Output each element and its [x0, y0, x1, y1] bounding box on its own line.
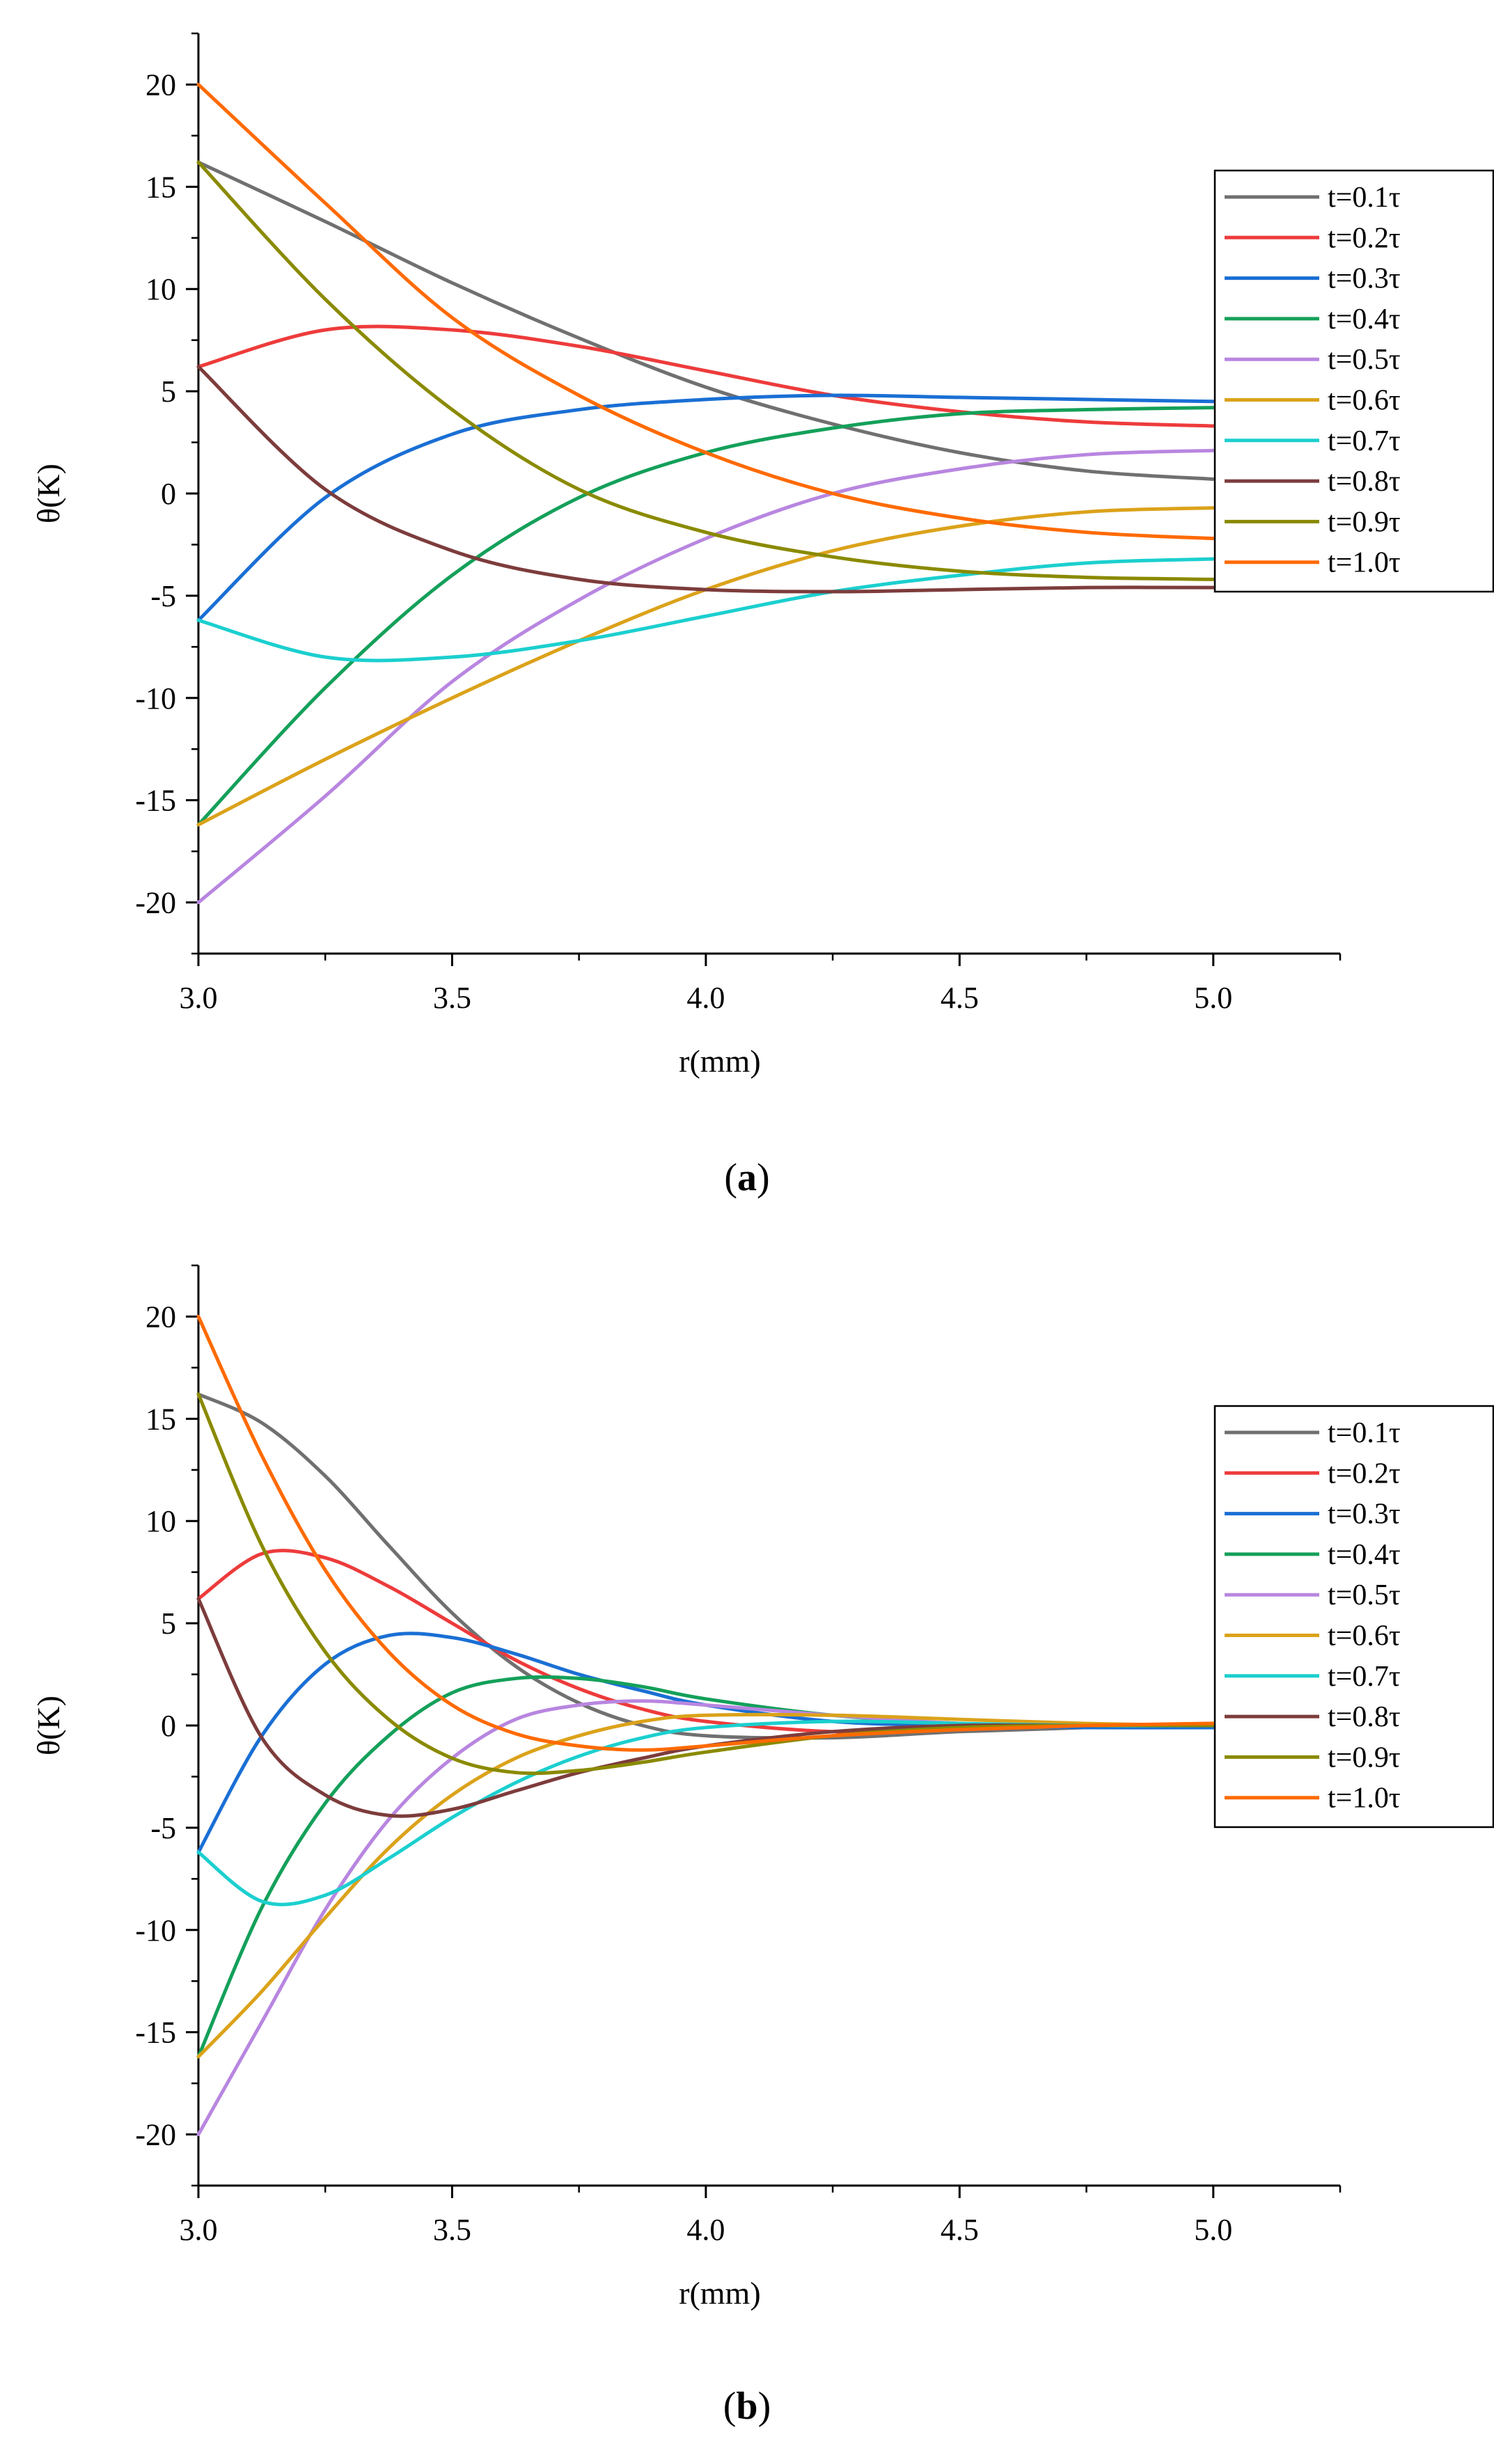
x-tick-label: 3.0 — [180, 2213, 218, 2247]
legend-label-7: t=0.7τ — [1328, 1661, 1401, 1693]
series-line-3 — [196, 393, 1216, 622]
series-line-1 — [196, 1392, 1216, 1740]
series-line-8 — [196, 365, 1216, 594]
series-line-7 — [196, 1719, 1216, 1906]
x-tick-label: 4.5 — [941, 981, 979, 1015]
panel-caption-a: (a) — [724, 1156, 770, 1199]
panel-label-a: a — [737, 1156, 757, 1199]
series-line-7 — [196, 557, 1216, 663]
panel-caption-b: (b) — [723, 2385, 771, 2428]
series-line-5 — [196, 448, 1216, 905]
series-line-8 — [196, 1597, 1216, 1818]
y-tick-label: -10 — [135, 681, 176, 716]
y-tick-label: 10 — [146, 1504, 176, 1538]
series-line-10 — [196, 82, 1216, 541]
legend-label-6: t=0.6τ — [1328, 385, 1401, 417]
y-tick-label: -5 — [150, 1811, 176, 1845]
legend-label-8: t=0.8τ — [1328, 466, 1401, 498]
line-chart-b: 20 15 10 5 0 -5 -10 -15 -20 3.0 3.5 4.0 4.5 5.0 r(mm) θ… — [31, 1264, 1494, 2311]
series-line-10 — [196, 1314, 1216, 1752]
x-axis-title: r(mm) — [679, 1043, 761, 1079]
legend-label-2: t=0.2τ — [1328, 222, 1401, 254]
legend-label-9: t=0.9τ — [1328, 506, 1401, 538]
chart-panel-b: 20 15 10 5 0 -5 -10 -15 -20 3.0 3.5 4.0 4.5 5.0 r(mm) θ… — [0, 1232, 1494, 2464]
legend-label-1: t=0.1τ — [1328, 1417, 1401, 1449]
legend-label-5: t=0.5τ — [1328, 344, 1401, 376]
legend-label-10: t=1.0τ — [1328, 547, 1401, 579]
y-tick-label: 15 — [146, 1402, 176, 1436]
legend-label-3: t=0.3τ — [1328, 263, 1401, 295]
series-line-5 — [196, 1699, 1216, 2137]
y-tick-label: -20 — [135, 2118, 176, 2152]
legend-label-3: t=0.3τ — [1328, 1499, 1401, 1531]
x-tick-label: 3.5 — [433, 981, 471, 1015]
legend-label-7: t=0.7τ — [1328, 425, 1401, 457]
line-chart-a: 20 15 10 5 0 -5 -10 -15 -20 3.0 3.5 4.0 4.5 5.0 r(mm) θ… — [31, 32, 1494, 1079]
series-line-6 — [196, 506, 1216, 827]
x-tick-label: 3.5 — [433, 2213, 471, 2247]
legend-label-10: t=1.0τ — [1328, 1783, 1401, 1815]
legend-label-1: t=0.1τ — [1328, 182, 1401, 214]
series-line-9 — [196, 1392, 1216, 1776]
series-line-9 — [196, 160, 1216, 581]
y-tick-label: 5 — [161, 374, 176, 409]
legend-label-5: t=0.5τ — [1328, 1579, 1401, 1611]
y-tick-label: -15 — [135, 2016, 176, 2050]
y-tick-label: 5 — [161, 1606, 176, 1641]
x-tick-label: 4.0 — [686, 2213, 725, 2247]
chart-panel-a: 20 15 10 5 0 -5 -10 -15 -20 3.0 3.5 4.0 4.5 5.0 r(mm) θ… — [31, 32, 1494, 1199]
panel-label-b: b — [736, 2385, 758, 2428]
series-line-6 — [196, 1712, 1216, 2059]
series-line-4 — [196, 406, 1216, 827]
legend-label-2: t=0.2τ — [1328, 1458, 1401, 1490]
y-tick-label: -5 — [150, 579, 176, 613]
legend-label-9: t=0.9τ — [1328, 1742, 1401, 1774]
legend-label-4: t=0.4τ — [1328, 303, 1401, 335]
series-line-2 — [196, 324, 1216, 428]
y-tick-label: 10 — [146, 272, 176, 306]
x-tick-label: 3.0 — [180, 981, 218, 1015]
x-tick-label: 5.0 — [1194, 981, 1232, 1015]
x-tick-label: 4.0 — [686, 981, 725, 1015]
y-tick-label: 0 — [161, 1709, 176, 1743]
y-axis-title: θ(K) — [31, 1696, 66, 1755]
y-tick-label: -10 — [135, 1913, 176, 1948]
series-line-3 — [196, 1632, 1216, 1854]
legend-label-6: t=0.6τ — [1328, 1620, 1401, 1652]
y-tick-label: 20 — [146, 68, 176, 102]
y-tick-label: -20 — [135, 886, 176, 920]
y-axis-title: θ(K) — [31, 464, 66, 523]
y-tick-label: 20 — [146, 1300, 176, 1334]
y-tick-label: 15 — [146, 170, 176, 204]
x-tick-label: 4.5 — [941, 2213, 979, 2247]
series-line-1 — [196, 160, 1216, 481]
x-axis-title: r(mm) — [679, 2275, 761, 2311]
y-tick-label: 0 — [161, 477, 176, 511]
x-tick-label: 5.0 — [1194, 2213, 1232, 2247]
legend-label-8: t=0.8τ — [1328, 1701, 1401, 1733]
legend-label-4: t=0.4τ — [1328, 1539, 1401, 1571]
y-tick-label: -15 — [135, 784, 176, 818]
